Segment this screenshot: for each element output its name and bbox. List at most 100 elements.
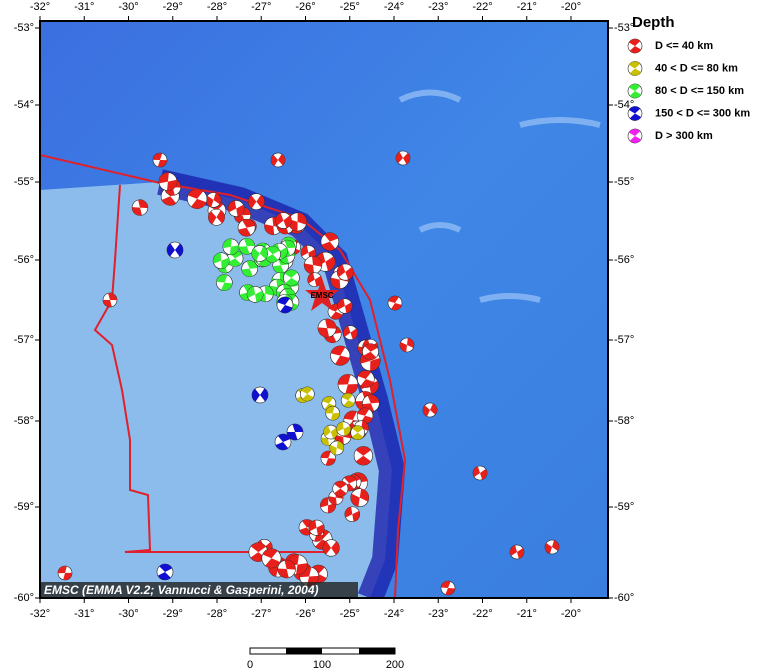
lon-label: -30°	[118, 1, 138, 13]
graticule-labels: -32° -32° -31° -31° -30° -30° -29° -29° -28° -28°…	[14, 1, 635, 620]
scale-bar-segment	[359, 648, 395, 654]
ball-quadrant	[362, 395, 380, 412]
focal-mechanism	[356, 407, 374, 424]
focal-mechanism	[288, 212, 308, 232]
lon-label: -31°	[74, 1, 94, 13]
lon-label: -32°	[30, 608, 50, 620]
credit-bg	[40, 582, 358, 598]
focal-mechanism	[440, 580, 456, 596]
lat-label: -59°	[14, 501, 34, 513]
lon-label: -23°	[428, 1, 448, 13]
focal-mechanism	[357, 370, 375, 388]
ball-quadrant	[337, 374, 358, 395]
ball-quadrant	[265, 246, 280, 263]
focal-mechanism	[472, 465, 488, 481]
ball-quadrant	[222, 238, 239, 255]
ball-quadrant	[277, 297, 293, 313]
lat-label: -56°	[614, 254, 634, 266]
focal-mechanism	[544, 539, 560, 555]
lat-label: -55°	[14, 176, 34, 188]
legend: Depth D <= 40 km 40 < D <= 80 km 80 < D <=…	[627, 14, 750, 144]
focal-mechanism	[509, 544, 525, 560]
lat-label: -54°	[614, 99, 634, 111]
focal-mechanism	[344, 506, 361, 522]
lon-label: -24°	[384, 608, 404, 620]
ball-quadrant	[328, 304, 343, 320]
ball-quadrant	[320, 451, 336, 466]
lat-label: -58°	[614, 415, 634, 427]
ball-quadrant	[355, 446, 371, 465]
ball-quadrant	[288, 212, 307, 232]
scale-label: 100	[313, 659, 331, 671]
focal-mechanism	[350, 488, 370, 507]
ball-quadrant	[262, 548, 281, 568]
ball-quadrant	[341, 393, 355, 408]
focal-mechanism	[422, 402, 438, 418]
focal-mechanism	[332, 480, 349, 497]
legend-item: D > 300 km	[655, 130, 713, 142]
focal-mechanism	[208, 208, 225, 226]
lon-label: -24°	[384, 1, 404, 13]
focal-mechanism	[627, 128, 643, 144]
focal-mechanism	[627, 106, 643, 121]
ball-quadrant	[248, 194, 265, 209]
ball-quadrant	[238, 219, 255, 237]
focal-mechanism	[227, 200, 245, 217]
focal-mechanism	[261, 548, 282, 569]
lat-label: -57°	[14, 334, 34, 346]
focal-mechanism	[264, 245, 281, 263]
ball-quadrant	[400, 338, 414, 352]
legend-title: Depth	[632, 14, 675, 31]
lon-label: -29°	[163, 608, 183, 620]
seamounts	[398, 89, 601, 303]
ball-quadrant	[325, 406, 340, 421]
ball-quadrant	[234, 207, 251, 224]
ball-quadrant	[337, 264, 354, 280]
focal-mechanism	[362, 394, 380, 413]
ball-quadrant	[287, 424, 303, 440]
ball-quadrant	[628, 129, 642, 143]
ball-quadrant	[628, 106, 642, 121]
focal-mechanism	[300, 386, 315, 402]
lon-label: -27°	[251, 1, 271, 13]
ball-quadrant	[363, 343, 378, 360]
ball-quadrant	[357, 407, 373, 424]
ball-quadrant	[58, 566, 72, 580]
focal-mechanism	[307, 272, 323, 287]
ball-quadrant	[213, 252, 230, 269]
frame	[39, 20, 609, 599]
lon-label: -32°	[30, 1, 50, 13]
lon-label: -20°	[561, 1, 581, 13]
ball-quadrant	[628, 61, 642, 76]
focal-mechanism	[330, 345, 351, 366]
focal-mechanism	[325, 405, 340, 421]
ball-quadrant	[334, 481, 347, 497]
lon-label: -25°	[340, 1, 360, 13]
focal-mechanism	[329, 440, 345, 456]
focal-mechanism	[627, 38, 643, 54]
focal-mechanism	[308, 519, 325, 536]
lon-label: -23°	[428, 608, 448, 620]
ball-quadrant	[321, 232, 339, 251]
focal-mechanism	[336, 263, 354, 281]
lat-label: -60°	[14, 592, 34, 604]
focal-mechanism	[350, 425, 366, 440]
ball-quadrant	[388, 296, 402, 310]
ball-quadrant	[167, 243, 183, 257]
focal-mechanism	[212, 252, 230, 270]
ball-quadrant	[343, 325, 358, 340]
focal-mechanism	[274, 433, 292, 451]
legend-item: 40 < D <= 80 km	[655, 62, 738, 74]
shelf	[40, 182, 392, 598]
ball-quadrant	[304, 256, 322, 274]
lon-label: -21°	[517, 608, 537, 620]
ball-quadrant	[308, 520, 325, 536]
ball-quadrant	[157, 564, 173, 580]
ball-quadrant	[320, 497, 336, 513]
lon-label: -26°	[295, 608, 315, 620]
ball-quadrant	[277, 560, 296, 578]
lon-label: -25°	[340, 608, 360, 620]
focal-mechanism	[337, 374, 359, 395]
lon-label: -21°	[517, 1, 537, 13]
ball-quadrant	[545, 540, 559, 554]
